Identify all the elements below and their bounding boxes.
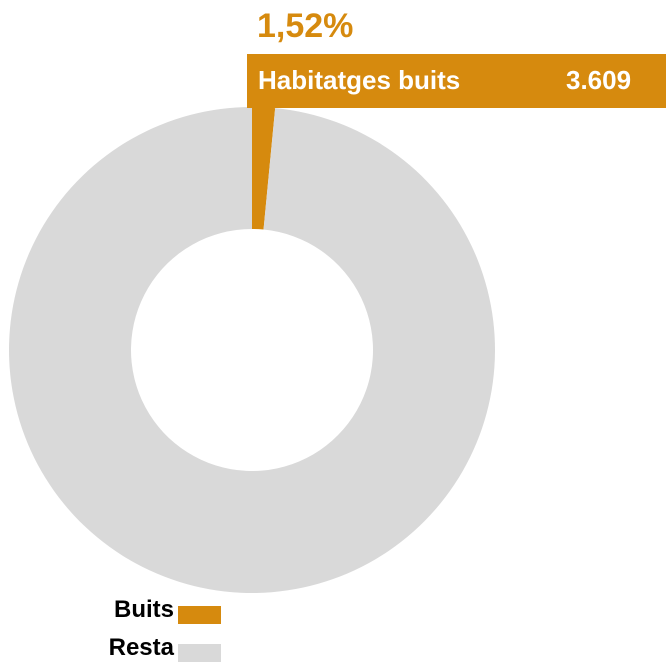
slice-buits — [252, 107, 276, 230]
legend-item-buits: Buits — [80, 592, 230, 630]
legend-swatch — [178, 606, 221, 624]
legend-swatch — [178, 644, 221, 662]
legend-item-resta: Resta — [80, 630, 230, 666]
data-label-percent: 1,52% — [257, 7, 354, 45]
legend-label: Buits — [114, 596, 174, 623]
callout-banner: Habitatges buits 3.609 — [247, 54, 666, 108]
callout-value: 3.609 — [566, 65, 632, 95]
legend-label: Resta — [108, 634, 174, 661]
callout-name: Habitatges buits — [258, 65, 461, 95]
legend: Buits Resta — [80, 592, 230, 666]
slice-resta — [8, 107, 496, 593]
